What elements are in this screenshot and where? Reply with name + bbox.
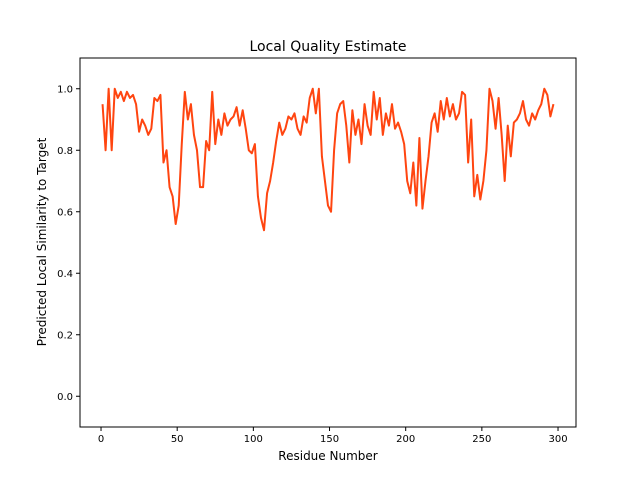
plot-frame: [79, 57, 577, 428]
x-tick-label: 200: [396, 434, 415, 445]
x-axis-label: Residue Number: [278, 449, 377, 463]
y-tick-label: 0.8: [57, 146, 73, 157]
y-tick-label: 0.2: [57, 330, 73, 341]
y-axis-label: Predicted Local Similarity to Target: [35, 137, 49, 346]
x-tick-label: 100: [244, 434, 263, 445]
x-tick-label: 150: [320, 434, 339, 445]
x-tick-label: 300: [548, 434, 567, 445]
x-tick-label: 50: [171, 434, 184, 445]
x-tick-label: 250: [472, 434, 491, 445]
y-tick-label: 1.0: [57, 84, 73, 95]
y-tick-label: 0.6: [57, 207, 73, 218]
y-tick-label: 0.0: [57, 392, 73, 403]
x-tick-label: 0: [98, 434, 104, 445]
y-tick-label: 0.4: [57, 269, 73, 280]
chart-title: Local Quality Estimate: [249, 39, 406, 55]
series-line: [101, 87, 555, 232]
